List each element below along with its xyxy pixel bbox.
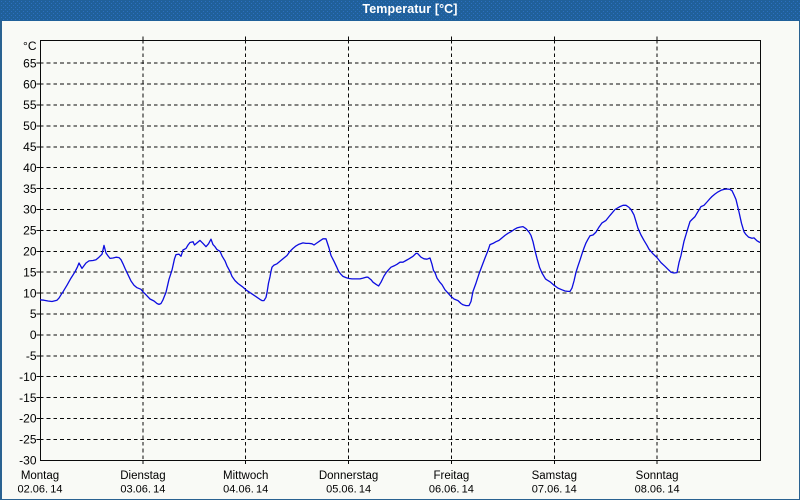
svg-text:50: 50 bbox=[23, 119, 37, 133]
svg-text:Freitag: Freitag bbox=[434, 470, 470, 482]
svg-text:20: 20 bbox=[23, 245, 37, 259]
svg-text:0: 0 bbox=[30, 328, 37, 342]
svg-text:Mittwoch: Mittwoch bbox=[223, 470, 268, 482]
svg-text:Dienstag: Dienstag bbox=[120, 470, 165, 482]
svg-text:-30: -30 bbox=[19, 454, 37, 468]
svg-text:10: 10 bbox=[23, 286, 37, 300]
svg-text:-25: -25 bbox=[19, 433, 37, 447]
svg-text:65: 65 bbox=[23, 56, 37, 70]
svg-text:60: 60 bbox=[23, 77, 37, 91]
svg-text:02.06. 14: 02.06. 14 bbox=[17, 484, 62, 496]
svg-text:Montag: Montag bbox=[21, 470, 59, 482]
svg-text:-20: -20 bbox=[19, 412, 37, 426]
svg-text:Samstag: Samstag bbox=[532, 470, 577, 482]
svg-text:25: 25 bbox=[23, 224, 37, 238]
svg-text:04.06. 14: 04.06. 14 bbox=[223, 484, 268, 496]
svg-text:35: 35 bbox=[23, 182, 37, 196]
svg-text:Donnerstag: Donnerstag bbox=[319, 470, 378, 482]
svg-text:Sonntag: Sonntag bbox=[636, 470, 679, 482]
svg-text:5: 5 bbox=[30, 307, 37, 321]
svg-text:°C: °C bbox=[23, 39, 37, 53]
svg-text:08.06. 14: 08.06. 14 bbox=[635, 484, 680, 496]
svg-text:30: 30 bbox=[23, 203, 37, 217]
svg-text:40: 40 bbox=[23, 161, 37, 175]
svg-text:15: 15 bbox=[23, 265, 37, 279]
svg-text:-5: -5 bbox=[26, 349, 37, 363]
svg-text:03.06. 14: 03.06. 14 bbox=[120, 484, 165, 496]
svg-text:55: 55 bbox=[23, 98, 37, 112]
svg-text:05.06. 14: 05.06. 14 bbox=[326, 484, 371, 496]
svg-text:45: 45 bbox=[23, 140, 37, 154]
svg-text:06.06. 14: 06.06. 14 bbox=[429, 484, 474, 496]
svg-text:-15: -15 bbox=[19, 391, 37, 405]
svg-text:-10: -10 bbox=[19, 370, 37, 384]
svg-text:07.06. 14: 07.06. 14 bbox=[532, 484, 577, 496]
